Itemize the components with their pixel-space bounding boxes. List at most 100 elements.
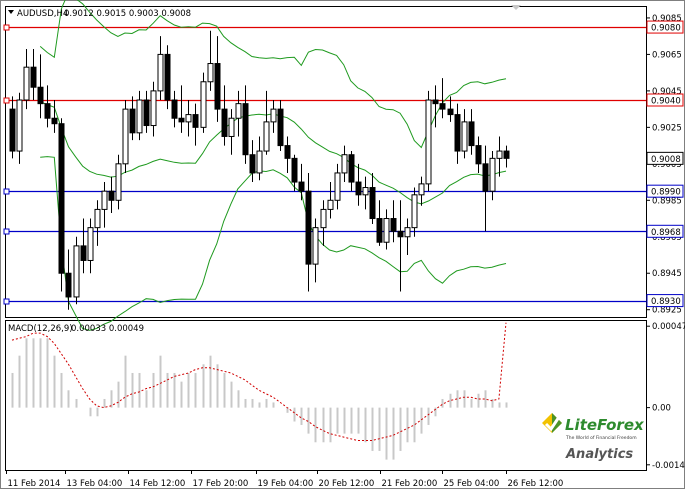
candle-body-bear (376, 218, 383, 243)
candle-body-bear (143, 99, 150, 127)
candle (221, 85, 228, 146)
level-price-tags: 0.9080 0.9040 0.8990 0.8968 0.8930 0.9008 (646, 20, 684, 308)
candle-body-bull (94, 208, 101, 229)
level-anchor-0.8990[interactable] (3, 188, 10, 195)
candle-body-bear (214, 63, 221, 110)
level-anchor-0.8930[interactable] (3, 298, 10, 305)
candle (425, 90, 432, 192)
price-pane[interactable] (5, 6, 647, 318)
candle-body-bull (136, 99, 143, 134)
macd-tick-label: 0.00047 (652, 322, 685, 332)
logo-tagline: The World of Financial Freedom (565, 435, 637, 441)
level-tag-box (646, 224, 684, 238)
candle-body-bear (291, 157, 298, 183)
level-lines (3, 24, 646, 305)
level-tag-label: 0.8930 (651, 297, 681, 307)
candle-body-bull (383, 218, 390, 243)
candle (122, 100, 129, 173)
candle-body-bull (334, 172, 341, 201)
level-tag-box (646, 20, 684, 34)
candle (376, 200, 383, 246)
candle (312, 218, 319, 283)
current-price-label: 0.9008 (651, 155, 681, 165)
candle-body-bull (115, 163, 122, 201)
candle (37, 54, 44, 119)
candle (475, 136, 482, 173)
candle (129, 96, 136, 141)
macd-header: MACD(12,26,9) 0.00033 0.00049 (8, 324, 144, 334)
candle (65, 249, 72, 310)
price-tick-label: 0.9085 (652, 14, 682, 24)
candle (298, 163, 305, 201)
candle-body-bear (242, 103, 249, 156)
candle (461, 109, 468, 159)
candle-body-bear (439, 103, 446, 110)
collapse-arrow-icon[interactable] (8, 10, 14, 14)
time-tick-label: 19 Feb 04:00 (258, 479, 314, 489)
candle (305, 172, 312, 292)
candle-body-bear (432, 99, 439, 105)
candle-body-bull (185, 114, 192, 123)
candle-body-bear (65, 272, 72, 298)
candle-body-bull (327, 199, 334, 210)
candle (16, 92, 23, 164)
level-anchor-0.8968[interactable] (3, 228, 10, 235)
candle (9, 96, 16, 159)
candle (30, 48, 37, 100)
candle (256, 136, 263, 181)
candle (418, 176, 425, 206)
candle (150, 81, 157, 137)
level-anchor-0.9040[interactable] (3, 97, 10, 104)
candle (334, 163, 341, 210)
candle (178, 85, 185, 133)
candle-body-bull (341, 154, 348, 174)
candle-body-bear (44, 103, 51, 119)
candle (503, 145, 510, 168)
candle-body-bear (468, 121, 475, 147)
candle (171, 90, 178, 128)
candle (277, 100, 284, 152)
macd-tick-label: -0.00144 (652, 461, 685, 471)
candle-body-bull (404, 227, 411, 238)
macd-pane[interactable] (5, 320, 647, 471)
candle-body-bear (80, 245, 87, 261)
level-tag-label: 0.9080 (651, 24, 681, 34)
candle-body-bear (178, 117, 185, 123)
candle-body-bull (270, 108, 277, 123)
candle (263, 90, 270, 155)
candle-body-bear (171, 99, 178, 119)
macd-tick-label: 0.00 (652, 404, 671, 414)
candle-body-bear (298, 181, 305, 192)
candle (228, 109, 235, 155)
time-tick-label: 17 Feb 20:00 (193, 479, 249, 489)
candle (284, 136, 291, 173)
candle-body-bull (200, 81, 207, 128)
candle (200, 72, 207, 133)
candle-body-bear (192, 114, 199, 128)
price-tick-label: 0.9045 (652, 87, 682, 97)
candle-body-bull (496, 150, 503, 159)
candle (115, 154, 122, 210)
candle (242, 85, 249, 164)
candle (439, 78, 446, 119)
macd-values: 0.00033 0.00049 (71, 324, 144, 334)
candle (496, 136, 503, 177)
candle-body-bear (454, 114, 461, 152)
candle (87, 218, 94, 274)
candle-body-bear (9, 108, 16, 152)
candle-body-bull (23, 66, 30, 101)
candle-body-bear (277, 108, 284, 147)
candle-body-bear (482, 163, 489, 192)
level-anchor-0.9080[interactable] (3, 24, 10, 31)
candle-body-bear (305, 190, 312, 265)
candle-body-bear (284, 145, 291, 159)
logo-product: Analytics (565, 447, 633, 462)
macd-label: MACD(12,26,9) (8, 324, 73, 334)
candle-body-bull (461, 121, 468, 152)
candle-body-bull (312, 227, 319, 265)
candle-body-bull (150, 90, 157, 127)
candle (432, 85, 439, 128)
candle (270, 100, 277, 133)
chart-shift-marker-icon[interactable] (511, 5, 521, 10)
